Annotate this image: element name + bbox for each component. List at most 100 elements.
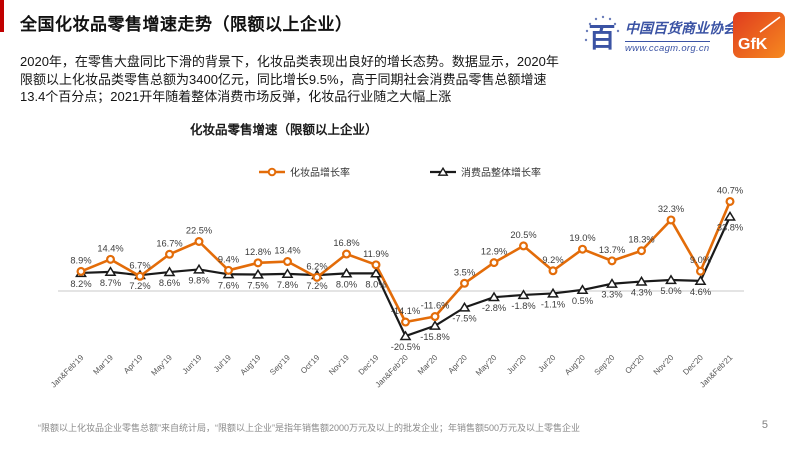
x-axis-label: May'20 (474, 353, 499, 378)
cosmetics-data-point-marker (577, 244, 587, 254)
overall-data-point-marker (104, 266, 117, 277)
cosmetics-data-point-marker (607, 256, 617, 266)
legend-label-cosmetics: 化妆品增长率 (290, 168, 350, 179)
cosmetics-data-point-marker (165, 249, 175, 259)
data-label: 13.7% (599, 245, 625, 255)
logo-area: 百 中国百货商业协会 www.ccagm.org.cn GfK (581, 10, 791, 62)
data-label: 19.0% (569, 233, 595, 243)
x-axis-label: Dec'19 (357, 353, 381, 377)
legend-item-cosmetics: 化妆品增长率 (259, 164, 350, 179)
chart-title: 化妆品零售增速（限额以上企业） (190, 123, 378, 137)
data-label: 11.9% (363, 249, 389, 259)
data-label: 16.8% (333, 238, 359, 248)
cosmetics-data-point-marker (695, 266, 705, 276)
x-axis-label: Oct'19 (299, 353, 322, 376)
cosmetics-series-line (79, 200, 732, 324)
data-label: 16.7% (156, 238, 182, 248)
data-label: 12.8% (245, 247, 271, 257)
x-axis-label: Sep'20 (593, 353, 617, 377)
data-label: 33.8% (717, 223, 743, 233)
data-label: 32.3% (658, 204, 684, 214)
legend-item-overall: 消费品整体增长率 (430, 164, 541, 179)
x-axis-label: Aug'19 (239, 353, 263, 377)
x-axis-label: Dec'20 (681, 353, 705, 377)
data-label: 7.2% (129, 281, 150, 291)
association-glyph-text: 百 (589, 23, 616, 53)
page-title: 全国化妆品零售增速走势（限额以上企业） (20, 15, 353, 34)
x-axis-label: Aug'20 (563, 353, 587, 377)
overall-data-point-marker (694, 275, 707, 286)
x-axis-label: Jul'20 (536, 353, 557, 374)
gfk-slash-icon (759, 16, 781, 33)
data-label: 4.3% (631, 288, 652, 298)
x-axis-label: May'19 (149, 353, 174, 378)
footnote: “限额以上化妆品企业零售总额”来自统计局，“限额以上企业”是指年销售额2000万… (38, 423, 581, 433)
cosmetics-data-point-marker (460, 278, 470, 288)
cosmetics-data-point-marker (105, 254, 115, 264)
x-axis-label: Mar'20 (416, 353, 440, 377)
legend-label-overall: 消费品整体增长率 (461, 168, 541, 179)
overall-data-point-marker (517, 289, 530, 300)
data-label: 7.6% (218, 280, 239, 290)
association-text: 中国百货商业协会 www.ccagm.org.cn (625, 18, 737, 56)
overall-data-point-marker (606, 278, 618, 288)
data-label: 20.5% (510, 230, 536, 240)
data-label: 9.4% (218, 254, 239, 264)
overall-data-point-marker (547, 287, 559, 298)
x-axis-label: Nov'20 (652, 353, 676, 377)
overall-data-point-marker (635, 275, 648, 286)
overall-data-point-marker (163, 266, 176, 277)
overall-data-point-marker (488, 291, 500, 302)
association-logo-icon: 百 (584, 15, 620, 53)
overall-data-point-marker (399, 330, 412, 341)
data-label: 4.6% (690, 287, 711, 297)
overall-data-point-marker (458, 301, 471, 312)
data-label: 3.5% (454, 267, 475, 277)
cosmetics-data-point-marker (283, 257, 293, 267)
cosmetics-data-point-marker (548, 266, 558, 276)
data-label: 7.2% (306, 281, 327, 291)
overall-data-point-marker (340, 267, 353, 278)
accent-bar (0, 0, 4, 32)
data-label: 13.4% (274, 246, 300, 256)
data-label: 6.7% (129, 260, 150, 270)
x-axis-label: Apr'20 (446, 353, 469, 376)
data-label: 18.3% (628, 235, 654, 245)
cosmetics-data-point-marker (194, 236, 204, 246)
association-name: 中国百货商业协会 (625, 22, 737, 37)
x-axis-label: Sep'19 (268, 353, 292, 377)
data-label: -11.6% (421, 301, 450, 311)
x-axis-label: Mar'19 (91, 353, 115, 377)
data-label: -14.1% (391, 306, 420, 316)
cosmetics-data-point-marker (430, 312, 440, 322)
cosmetics-data-point-marker (371, 260, 381, 270)
data-label: 40.7% (717, 185, 743, 195)
overall-data-point-marker (281, 268, 294, 278)
overall-data-point-marker (724, 210, 736, 221)
intro-paragraph: 2020年，在零售大盘同比下滑的背景下，化妆品类表现出良好的增长态势。数据显示，… (20, 54, 559, 104)
data-label: 14.4% (97, 243, 123, 253)
data-label: -1.8% (511, 301, 535, 311)
cosmetics-data-point-marker (519, 241, 529, 251)
overall-data-point-marker (429, 320, 441, 330)
data-label: -20.5% (391, 342, 420, 352)
cosmetics-data-point-marker (489, 258, 499, 268)
gfk-label: GfK (738, 36, 768, 53)
data-label: 22.5% (186, 226, 212, 236)
data-label: -1.1% (541, 299, 565, 309)
data-label: 9.8% (188, 275, 209, 285)
overall-line-marker-icon (430, 166, 456, 176)
data-label: 9.2% (542, 255, 563, 265)
association-url: www.ccagm.org.cn (625, 41, 710, 54)
cosmetics-data-point-marker (253, 258, 263, 268)
cosmetics-data-point-marker (135, 271, 145, 281)
data-label: 7.5% (247, 281, 268, 291)
cosmetics-data-point-marker (342, 249, 352, 259)
data-label: -2.8% (482, 303, 506, 313)
data-label: 8.9% (70, 255, 91, 265)
chart-legend: 化妆品增长率 消费品整体增长率 (0, 164, 800, 179)
x-axis-label: Nov'19 (327, 353, 351, 377)
overall-data-point-marker (252, 268, 264, 279)
overall-data-point-marker (370, 267, 382, 278)
cosmetics-data-point-marker (725, 196, 735, 206)
